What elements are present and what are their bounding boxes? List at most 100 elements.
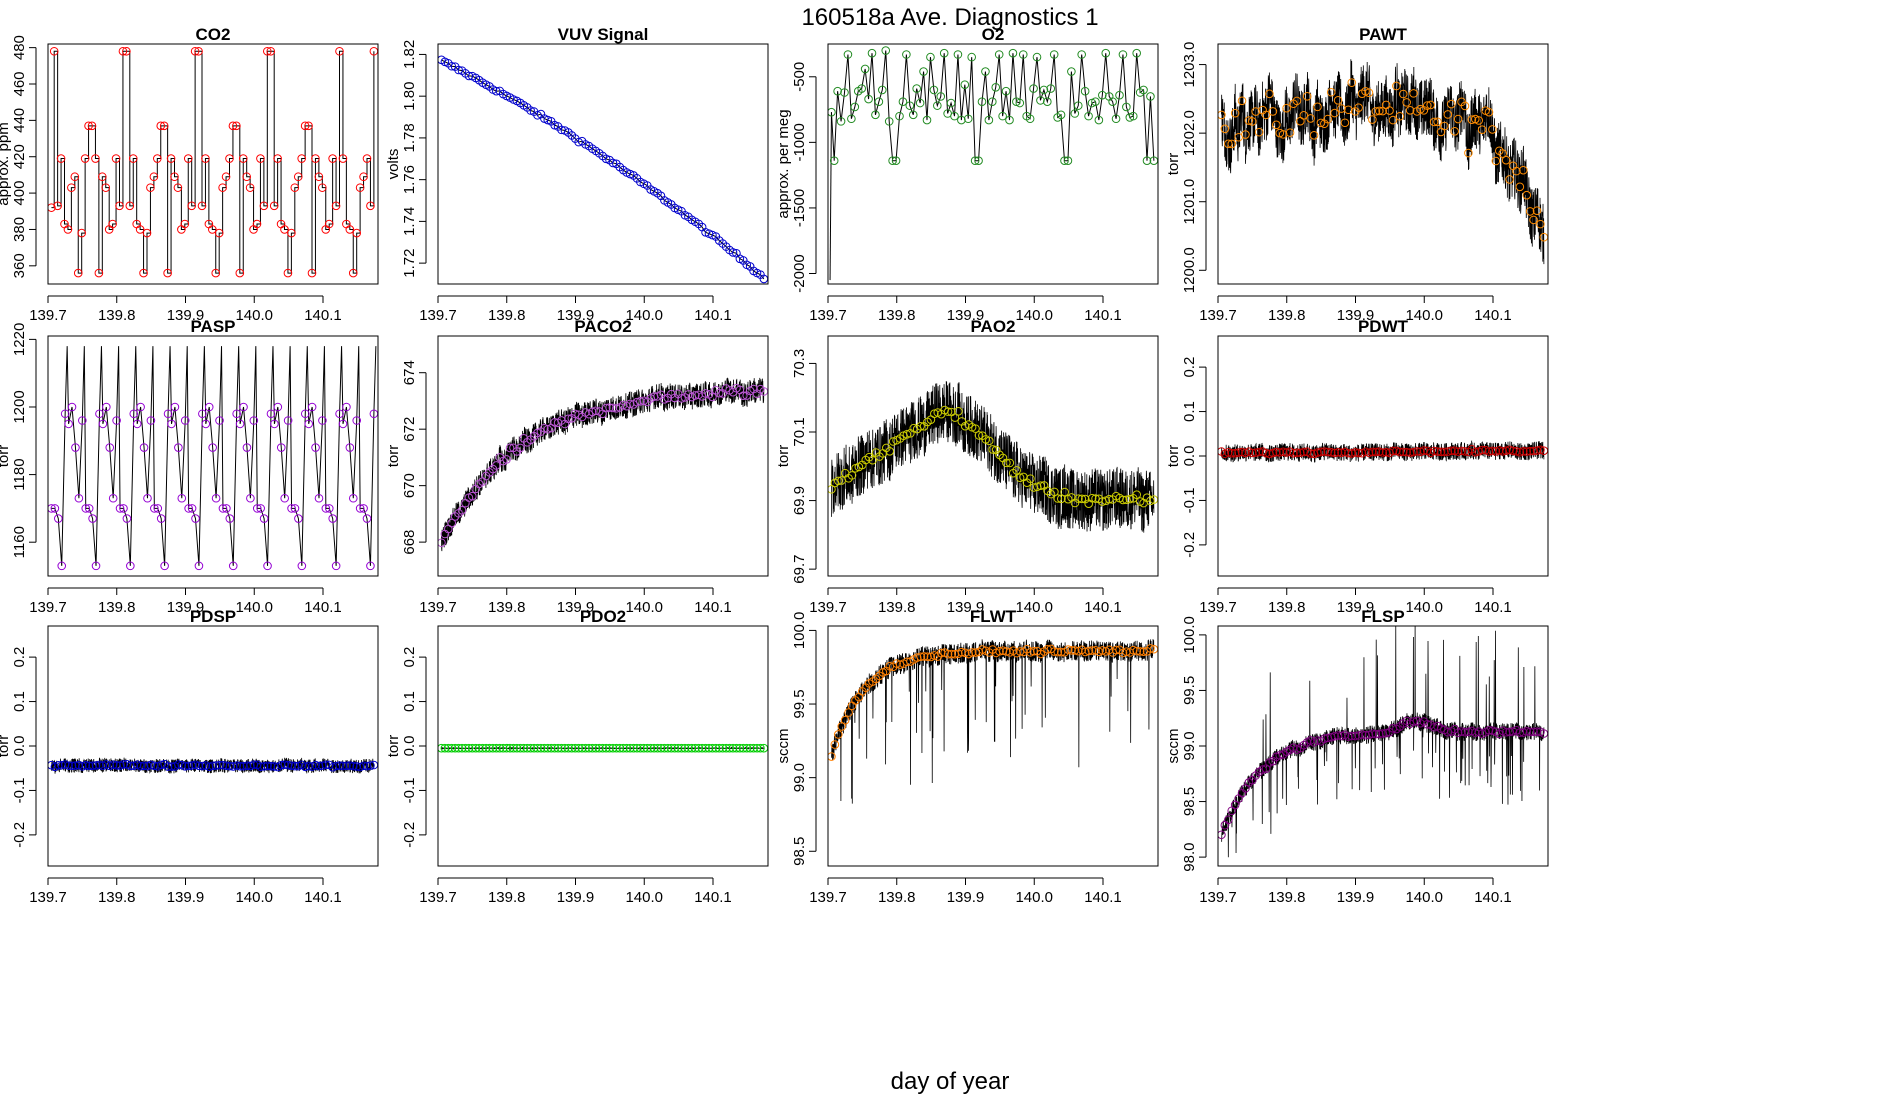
data-point <box>1254 127 1264 137</box>
data-point <box>642 743 652 753</box>
x-tick-label: 139.9 <box>1337 889 1375 906</box>
data-point <box>1395 111 1405 121</box>
plot-frame <box>47 335 379 577</box>
plot-frame <box>1217 43 1549 285</box>
data-point <box>54 514 63 523</box>
data-point <box>601 743 611 753</box>
y-tick-label: 0.2 <box>11 647 28 668</box>
data-point <box>300 409 310 419</box>
data-point <box>50 504 60 513</box>
data-point <box>1405 106 1415 115</box>
data-point <box>1347 731 1357 741</box>
data-point <box>242 172 251 182</box>
data-point <box>625 743 635 753</box>
data-point <box>208 443 217 452</box>
data-point <box>283 416 293 425</box>
data-point <box>1080 86 1090 96</box>
data-point <box>1248 117 1257 126</box>
data-point <box>245 183 255 192</box>
x-tick-label: 140.0 <box>1405 307 1443 324</box>
data-point <box>618 743 628 753</box>
data-point <box>187 761 197 770</box>
data-point <box>1529 446 1538 456</box>
data-point <box>297 561 307 571</box>
data-point <box>704 743 714 753</box>
x-tick-label: 139.9 <box>167 307 205 324</box>
data-point <box>850 102 860 112</box>
data-point <box>908 110 918 120</box>
data-point <box>543 115 553 125</box>
data-point <box>902 430 912 439</box>
data-point <box>280 760 289 769</box>
data-point <box>1237 447 1247 457</box>
data-point <box>201 154 210 163</box>
data-point <box>834 730 843 739</box>
x-tick-label: 139.9 <box>947 307 985 324</box>
data-point <box>324 504 334 513</box>
data-point <box>1073 101 1083 110</box>
data-point <box>311 760 320 770</box>
data-point <box>608 403 618 413</box>
data-point <box>557 743 566 753</box>
data-point <box>266 46 276 56</box>
data-point <box>173 183 183 192</box>
data-point <box>98 172 107 182</box>
data-point <box>1060 156 1069 166</box>
data-point <box>321 504 331 513</box>
data-point <box>1350 448 1360 457</box>
x-tick-label: 139.8 <box>488 889 526 906</box>
x-tick-label: 139.8 <box>98 599 136 616</box>
data-point <box>1350 731 1360 741</box>
data-point <box>1515 182 1525 192</box>
data-point <box>529 743 539 753</box>
data-point <box>1218 110 1226 120</box>
data-point <box>998 111 1007 121</box>
data-point <box>522 743 532 753</box>
data-point <box>701 743 710 753</box>
data-point <box>366 561 375 571</box>
data-point <box>1026 648 1035 657</box>
data-point <box>1292 96 1302 106</box>
data-point <box>1230 108 1240 118</box>
data-point <box>1488 125 1497 134</box>
data-point <box>256 504 265 513</box>
data-point <box>1340 447 1350 457</box>
data-point <box>139 268 148 278</box>
plot-frame <box>437 625 769 867</box>
data-point <box>335 409 344 419</box>
plot-area <box>48 46 378 278</box>
x-tick-label: 139.9 <box>1337 599 1375 616</box>
plot-frame <box>437 335 769 577</box>
data-point <box>324 219 334 229</box>
data-point <box>732 743 741 753</box>
data-point <box>150 504 159 513</box>
data-point <box>290 761 300 771</box>
data-point <box>1316 118 1326 128</box>
data-point <box>1296 448 1305 458</box>
data-point <box>574 743 583 753</box>
data-point <box>1464 727 1473 737</box>
data-point <box>64 761 73 770</box>
data-point <box>228 762 238 771</box>
data-point <box>1118 50 1128 59</box>
y-tick-label: 1200 <box>11 390 28 423</box>
data-point <box>252 504 262 513</box>
x-tick-label: 140.1 <box>1474 889 1512 906</box>
data-point <box>78 762 87 771</box>
y-tick-label: 1.80 <box>401 82 418 111</box>
x-tick-label: 140.1 <box>694 889 732 906</box>
data-point <box>64 419 73 429</box>
data-point <box>1282 448 1291 457</box>
plot-frame <box>1217 625 1549 867</box>
data-point <box>1326 447 1336 457</box>
data-point <box>1477 445 1487 455</box>
data-point <box>338 419 348 429</box>
data-point <box>1122 495 1131 505</box>
data-point <box>1505 175 1514 184</box>
data-point <box>971 424 980 433</box>
x-tick-label: 140.1 <box>304 889 342 906</box>
data-point <box>1282 103 1291 113</box>
data-point <box>1491 156 1501 166</box>
data-point <box>1063 156 1073 166</box>
